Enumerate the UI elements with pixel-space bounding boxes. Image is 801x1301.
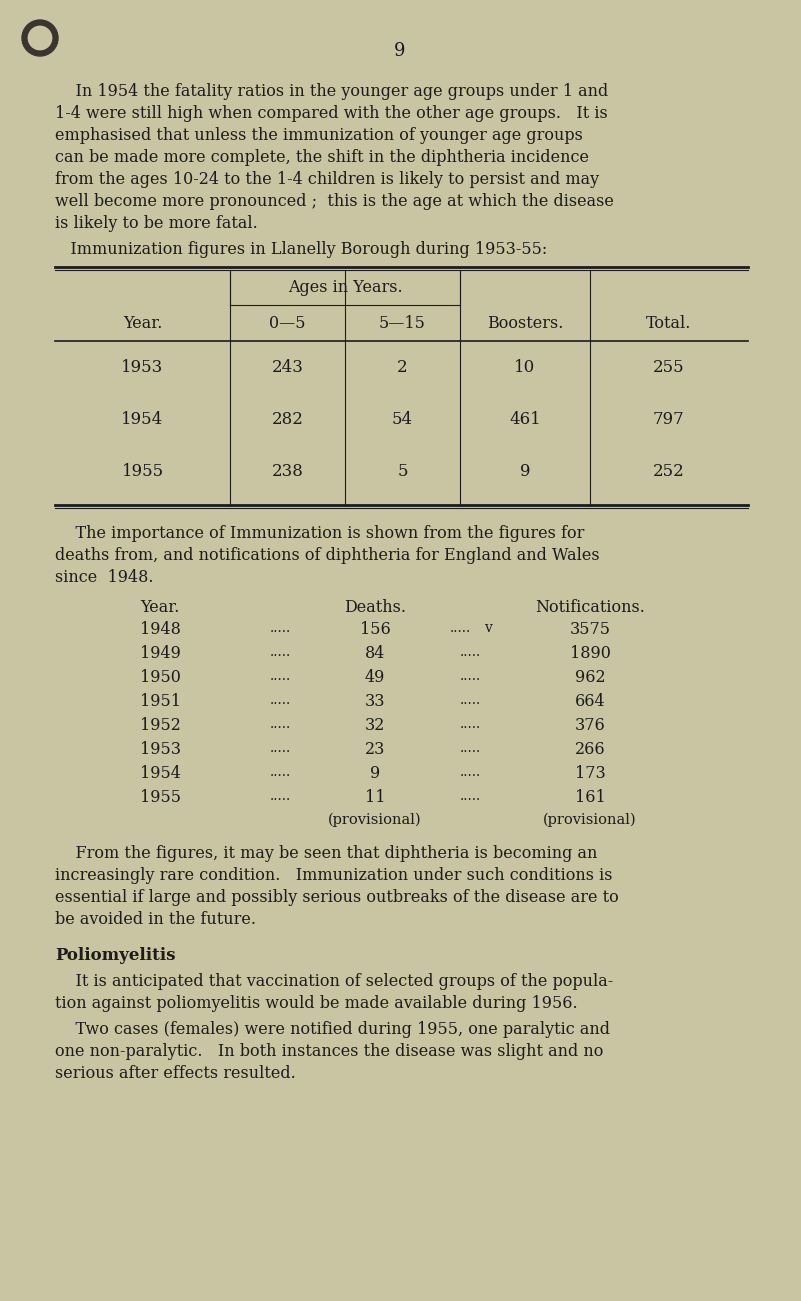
Text: 84: 84	[364, 645, 385, 662]
Text: 173: 173	[574, 765, 606, 782]
Text: In 1954 the fatality ratios in the younger age groups under 1 and: In 1954 the fatality ratios in the young…	[55, 83, 608, 100]
Text: .....: .....	[269, 669, 291, 683]
Text: 1951: 1951	[139, 693, 180, 710]
Text: 1949: 1949	[139, 645, 180, 662]
Text: 255: 255	[653, 359, 685, 376]
Text: 33: 33	[364, 693, 385, 710]
Text: 1952: 1952	[139, 717, 180, 734]
Text: 461: 461	[509, 411, 541, 428]
Text: essential if large and possibly serious outbreaks of the disease are to: essential if large and possibly serious …	[55, 889, 618, 905]
Text: Year.: Year.	[123, 315, 162, 332]
Text: 962: 962	[574, 669, 606, 686]
Text: from the ages 10-24 to the 1-4 children is likely to persist and may: from the ages 10-24 to the 1-4 children …	[55, 170, 599, 189]
Text: 238: 238	[272, 463, 304, 480]
Text: 266: 266	[574, 742, 606, 758]
Text: 0—5: 0—5	[269, 315, 306, 332]
Text: 797: 797	[653, 411, 685, 428]
Text: The importance of Immunization is shown from the figures for: The importance of Immunization is shown …	[55, 526, 585, 543]
Text: 10: 10	[514, 359, 536, 376]
Text: Poliomyelitis: Poliomyelitis	[55, 947, 175, 964]
Text: Year.: Year.	[140, 598, 179, 615]
Text: 1955: 1955	[122, 463, 163, 480]
Text: can be made more complete, the shift in the diphtheria incidence: can be made more complete, the shift in …	[55, 150, 589, 167]
Text: 9: 9	[394, 42, 406, 60]
Text: (provisional): (provisional)	[543, 813, 637, 827]
Text: 243: 243	[272, 359, 304, 376]
Text: 9: 9	[520, 463, 530, 480]
Text: From the figures, it may be seen that diphtheria is becoming an: From the figures, it may be seen that di…	[55, 846, 598, 863]
Text: 32: 32	[364, 717, 385, 734]
Text: .....: .....	[269, 645, 291, 660]
Text: v: v	[484, 621, 492, 635]
Text: .....: .....	[460, 717, 481, 731]
Text: since  1948.: since 1948.	[55, 569, 154, 585]
Text: .....: .....	[460, 742, 481, 755]
Text: Total.: Total.	[646, 315, 692, 332]
Circle shape	[28, 26, 52, 49]
Text: 156: 156	[360, 621, 390, 637]
Text: 5: 5	[397, 463, 408, 480]
Text: well become more pronounced ;  this is the age at which the disease: well become more pronounced ; this is th…	[55, 193, 614, 209]
Text: 2: 2	[397, 359, 408, 376]
Text: increasingly rare condition.   Immunization under such conditions is: increasingly rare condition. Immunizatio…	[55, 866, 613, 883]
Text: tion against poliomyelitis would be made available during 1956.: tion against poliomyelitis would be made…	[55, 995, 578, 1012]
Text: Ages in Years.: Ages in Years.	[288, 278, 402, 297]
Text: It is anticipated that vaccination of selected groups of the popula-: It is anticipated that vaccination of se…	[55, 973, 614, 990]
Text: .....: .....	[269, 742, 291, 755]
Text: 282: 282	[272, 411, 304, 428]
Text: (provisional): (provisional)	[328, 813, 422, 827]
Text: 1954: 1954	[139, 765, 180, 782]
Text: .....: .....	[460, 693, 481, 706]
Text: .....: .....	[269, 765, 291, 779]
Text: .....: .....	[460, 645, 481, 660]
Text: 11: 11	[364, 788, 385, 807]
Text: 49: 49	[364, 669, 385, 686]
Text: 1953: 1953	[122, 359, 163, 376]
Text: 664: 664	[574, 693, 606, 710]
Text: .....: .....	[460, 788, 481, 803]
Text: Deaths.: Deaths.	[344, 598, 406, 615]
Text: 252: 252	[653, 463, 685, 480]
Text: 3575: 3575	[570, 621, 610, 637]
Text: 161: 161	[574, 788, 606, 807]
Text: one non-paralytic.   In both instances the disease was slight and no: one non-paralytic. In both instances the…	[55, 1043, 603, 1060]
Text: 9: 9	[370, 765, 380, 782]
Text: .....: .....	[460, 765, 481, 779]
Text: Notifications.: Notifications.	[535, 598, 645, 615]
Text: 23: 23	[364, 742, 385, 758]
Text: .....: .....	[269, 788, 291, 803]
Text: be avoided in the future.: be avoided in the future.	[55, 911, 256, 928]
Text: .....: .....	[269, 693, 291, 706]
Text: 1890: 1890	[570, 645, 610, 662]
Text: emphasised that unless the immunization of younger age groups: emphasised that unless the immunization …	[55, 127, 583, 144]
Text: .....: .....	[269, 717, 291, 731]
Text: 1948: 1948	[139, 621, 180, 637]
Text: Immunization figures in Llanelly Borough during 1953-55:: Immunization figures in Llanelly Borough…	[55, 241, 547, 258]
Text: .....: .....	[269, 621, 291, 635]
Text: is likely to be more fatal.: is likely to be more fatal.	[55, 215, 258, 232]
Text: 1-4 were still high when compared with the other age groups.   It is: 1-4 were still high when compared with t…	[55, 105, 608, 122]
Text: 1954: 1954	[122, 411, 163, 428]
Text: .....: .....	[449, 621, 471, 635]
Circle shape	[22, 20, 58, 56]
Text: 376: 376	[574, 717, 606, 734]
Text: 1950: 1950	[139, 669, 180, 686]
Text: Two cases (females) were notified during 1955, one paralytic and: Two cases (females) were notified during…	[55, 1021, 610, 1038]
Text: 54: 54	[392, 411, 413, 428]
Text: deaths from, and notifications of diphtheria for England and Wales: deaths from, and notifications of diphth…	[55, 546, 600, 565]
Text: serious after effects resulted.: serious after effects resulted.	[55, 1066, 296, 1082]
Text: .....: .....	[460, 669, 481, 683]
Text: 1955: 1955	[139, 788, 180, 807]
Text: Boosters.: Boosters.	[487, 315, 563, 332]
Text: 5—15: 5—15	[379, 315, 426, 332]
Text: 1953: 1953	[139, 742, 180, 758]
